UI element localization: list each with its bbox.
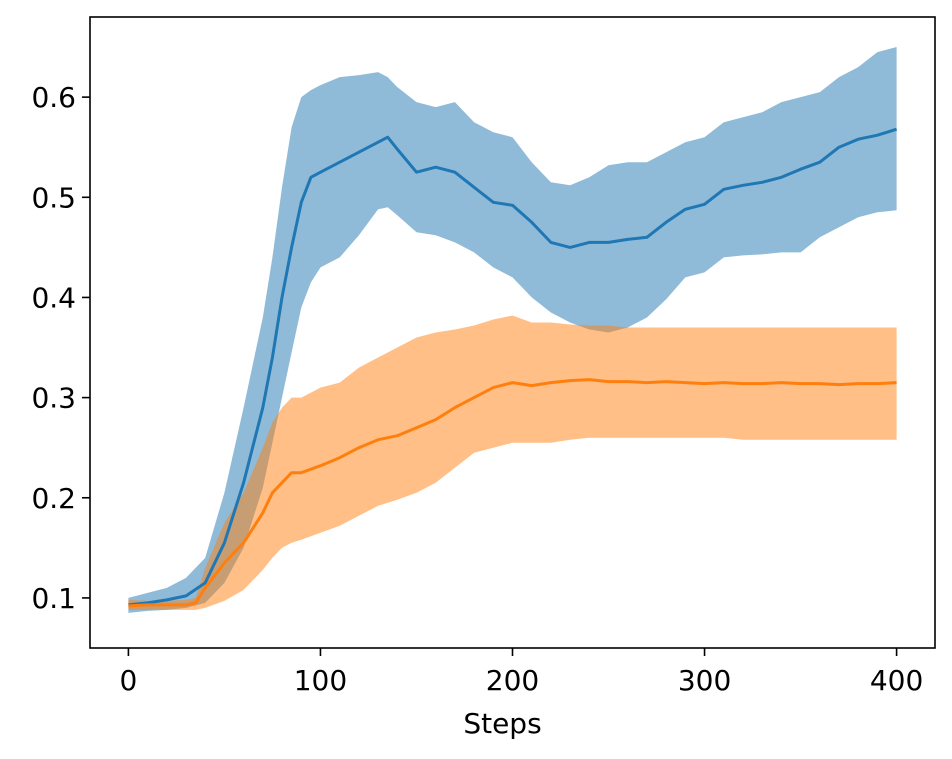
confidence-bands [128, 47, 897, 613]
y-tick-label: 0.5 [31, 181, 76, 214]
series-1-band [128, 47, 897, 613]
y-tick-label: 0.2 [31, 482, 76, 515]
x-tick-label: 200 [486, 664, 539, 697]
series-2-line [128, 378, 897, 608]
series-2-band [128, 315, 897, 610]
y-tick-label: 0.6 [31, 81, 76, 114]
x-tick-label: 300 [678, 664, 731, 697]
x-tick-label: 400 [870, 664, 923, 697]
y-tick-label: 0.4 [31, 281, 76, 314]
x-tick-label: 100 [294, 664, 347, 697]
x-axis-ticks: 0 100 200 300 400 [119, 648, 923, 697]
series-1-line [128, 127, 898, 607]
series-lines [128, 127, 898, 608]
x-tick-label: 0 [119, 664, 137, 697]
x-axis-label: Steps [463, 707, 541, 740]
y-tick-label: 0.3 [31, 382, 76, 415]
y-axis-ticks: 0.1 0.2 0.3 0.4 0.5 0.6 [31, 81, 90, 615]
y-tick-label: 0.1 [31, 582, 76, 615]
